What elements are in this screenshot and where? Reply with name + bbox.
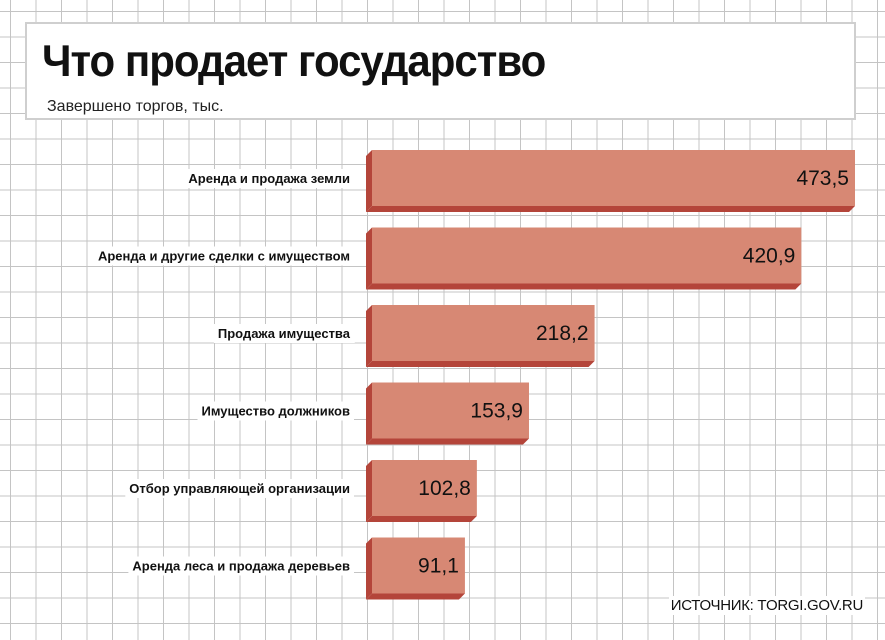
bar: [372, 150, 855, 206]
bar-value-label: 102,8: [418, 477, 471, 500]
bar-value-label: 91,1: [418, 555, 459, 578]
bar-side-bottom: [366, 516, 477, 522]
category-label-bg: [184, 169, 355, 188]
chart-title: Что продает государство: [42, 36, 546, 86]
bar-side-left: [366, 537, 372, 600]
category-label-bg: [197, 401, 354, 421]
bar-side-bottom: [366, 593, 465, 600]
bar-side-left: [366, 305, 372, 367]
bar-side-left: [366, 227, 372, 290]
category-label-bg: [125, 479, 354, 498]
bar: [372, 460, 477, 516]
bar: [372, 537, 465, 594]
category-label: Отбор управляющей организации: [129, 481, 350, 496]
bar-side-left: [366, 382, 372, 445]
bar-side-bottom: [366, 206, 855, 212]
category-label: Аренда и другие сделки с имуществом: [98, 249, 350, 264]
bar-value-label: 218,2: [536, 322, 589, 345]
title-panel: Что продает государство Завершено торгов…: [25, 22, 856, 120]
bar-value-label: 420,9: [743, 245, 796, 268]
category-label-bg: [213, 324, 355, 343]
category-label: Аренда и продажа земли: [188, 171, 350, 186]
category-label: Продажа имущества: [218, 326, 351, 341]
bar-side-bottom: [366, 283, 802, 290]
source-note: ИСТОЧНИК: TORGI.GOV.RU: [668, 596, 865, 615]
category-label: Аренда леса и продажа деревьев: [132, 559, 350, 574]
chart-subtitle: Завершено торгов, тыс.: [47, 98, 224, 115]
bar: [372, 382, 529, 439]
bar-side-bottom: [366, 438, 529, 445]
bar: [372, 227, 802, 284]
bar-side-left: [366, 460, 372, 522]
bar-side-bottom: [366, 361, 595, 367]
category-label: Имущество должников: [202, 404, 350, 419]
bar-value-label: 473,5: [796, 167, 849, 190]
bar: [372, 305, 595, 361]
bar-side-left: [366, 150, 372, 212]
bar-value-label: 153,9: [470, 400, 523, 423]
category-label-bg: [128, 556, 355, 576]
category-label-bg: [93, 246, 354, 266]
